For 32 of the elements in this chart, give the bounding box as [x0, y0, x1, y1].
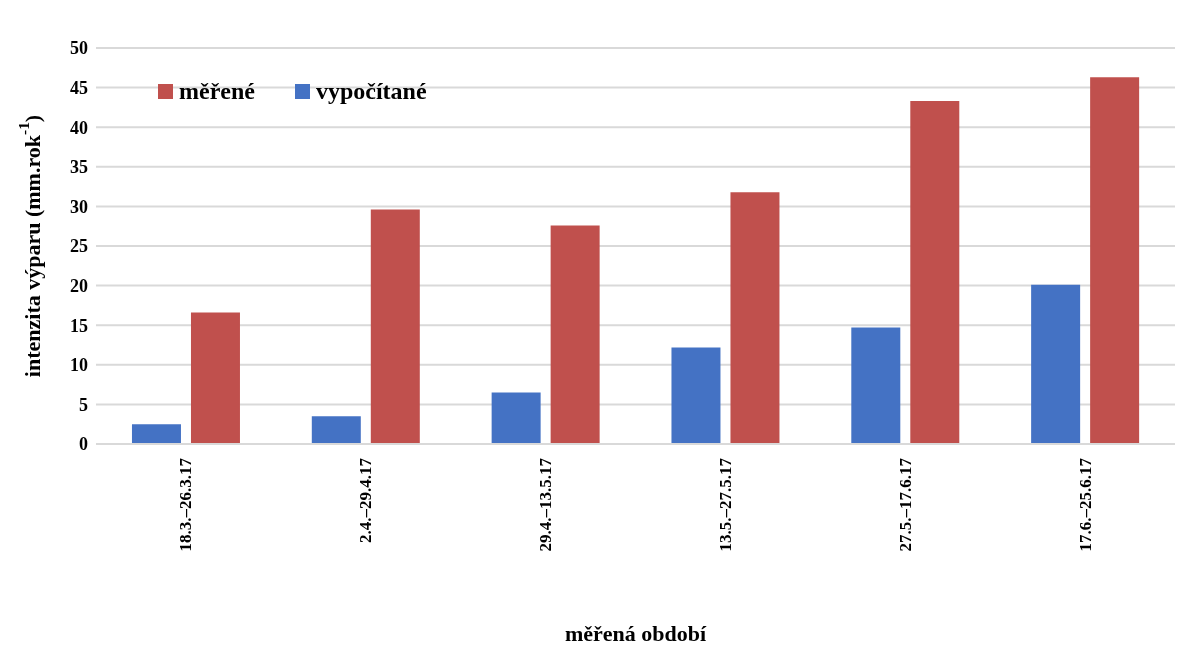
- x-tick-label: 29.4.–13.5.17: [536, 457, 556, 552]
- bar: [311, 416, 361, 444]
- x-axis-title: měřená období: [564, 621, 707, 646]
- y-tick-label: 40: [70, 117, 88, 138]
- y-tick-label: 10: [70, 355, 88, 376]
- x-tick-label: 17.6.–25.6.17: [1075, 457, 1095, 552]
- bar: [671, 347, 721, 444]
- bar: [190, 312, 240, 444]
- x-tick-label: 18.3.–26.3.17: [176, 457, 196, 552]
- y-tick-label: 45: [70, 77, 88, 98]
- bar: [550, 225, 600, 444]
- legend-label: vypočítané: [315, 78, 427, 105]
- x-tick-label: 2.4.–29.4.17: [356, 457, 376, 543]
- bar: [131, 424, 181, 444]
- x-tick-label: 13.5.–27.5.17: [715, 457, 735, 552]
- x-tick-label: 27.5.–17.6.17: [895, 457, 915, 552]
- bar: [491, 392, 541, 444]
- y-tick-label: 20: [70, 275, 88, 296]
- legend-label: měřené: [179, 78, 255, 105]
- bar: [910, 101, 960, 444]
- y-tick-label: 5: [79, 394, 88, 415]
- y-tick-label: 50: [70, 38, 88, 59]
- bar: [730, 192, 780, 444]
- bar: [1031, 284, 1081, 444]
- y-tick-label: 30: [70, 196, 88, 217]
- y-tick-label: 25: [70, 236, 88, 257]
- y-tick-label: 35: [70, 157, 88, 178]
- y-tick-label: 15: [70, 315, 88, 336]
- y-tick-label: 0: [79, 434, 88, 455]
- bar: [851, 327, 901, 444]
- bar: [1090, 77, 1140, 444]
- bar: [370, 209, 420, 444]
